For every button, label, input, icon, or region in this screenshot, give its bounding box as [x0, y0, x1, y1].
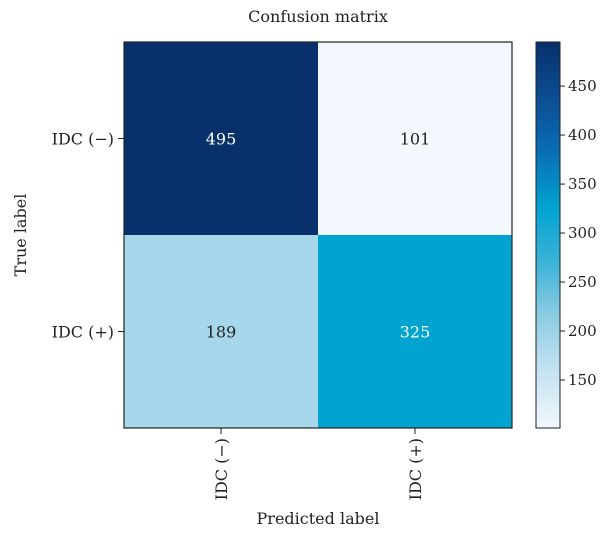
- cell-value-label: 325: [400, 323, 431, 342]
- heatmap-cell: [124, 235, 318, 428]
- heatmap-cell: [318, 235, 512, 428]
- colorbar-tick-label: 300: [568, 224, 597, 242]
- colorbar: 150 200 250 300 350 400 450: [535, 41, 597, 429]
- cell-value-label: 101: [400, 130, 431, 149]
- heatmap-cell: [124, 42, 318, 235]
- plot-frame: [123, 41, 513, 429]
- colorbar-tick-label: 150: [568, 371, 597, 389]
- cell-value-label: 189: [206, 323, 237, 342]
- y-axis-label: True label: [11, 194, 30, 277]
- colorbar-tick-label: 450: [568, 77, 597, 95]
- chart-title: Confusion matrix: [248, 7, 388, 26]
- colorbar-tick-label: 250: [568, 273, 597, 291]
- x-axis-ticks: IDC (−) IDC (+): [212, 428, 425, 500]
- heatmap-cells: 495 101 189 325: [124, 42, 512, 428]
- cell-value-label: 495: [206, 130, 237, 149]
- y-tick-label: IDC (+): [52, 323, 114, 342]
- y-axis-ticks: IDC (−) IDC (+): [52, 130, 124, 342]
- x-tick-label: IDC (−): [212, 438, 231, 500]
- x-axis-label: Predicted label: [257, 509, 380, 528]
- x-tick-label: IDC (+): [406, 438, 425, 500]
- colorbar-tick-label: 350: [568, 175, 597, 193]
- colorbar-tick-label: 200: [568, 322, 597, 340]
- colorbar-ticks: 150 200 250 300 350 400 450: [560, 77, 597, 389]
- y-tick-label: IDC (−): [52, 130, 114, 149]
- colorbar-gradient: [535, 41, 561, 429]
- heatmap-cell: [318, 42, 512, 235]
- colorbar-tick-label: 400: [568, 126, 597, 144]
